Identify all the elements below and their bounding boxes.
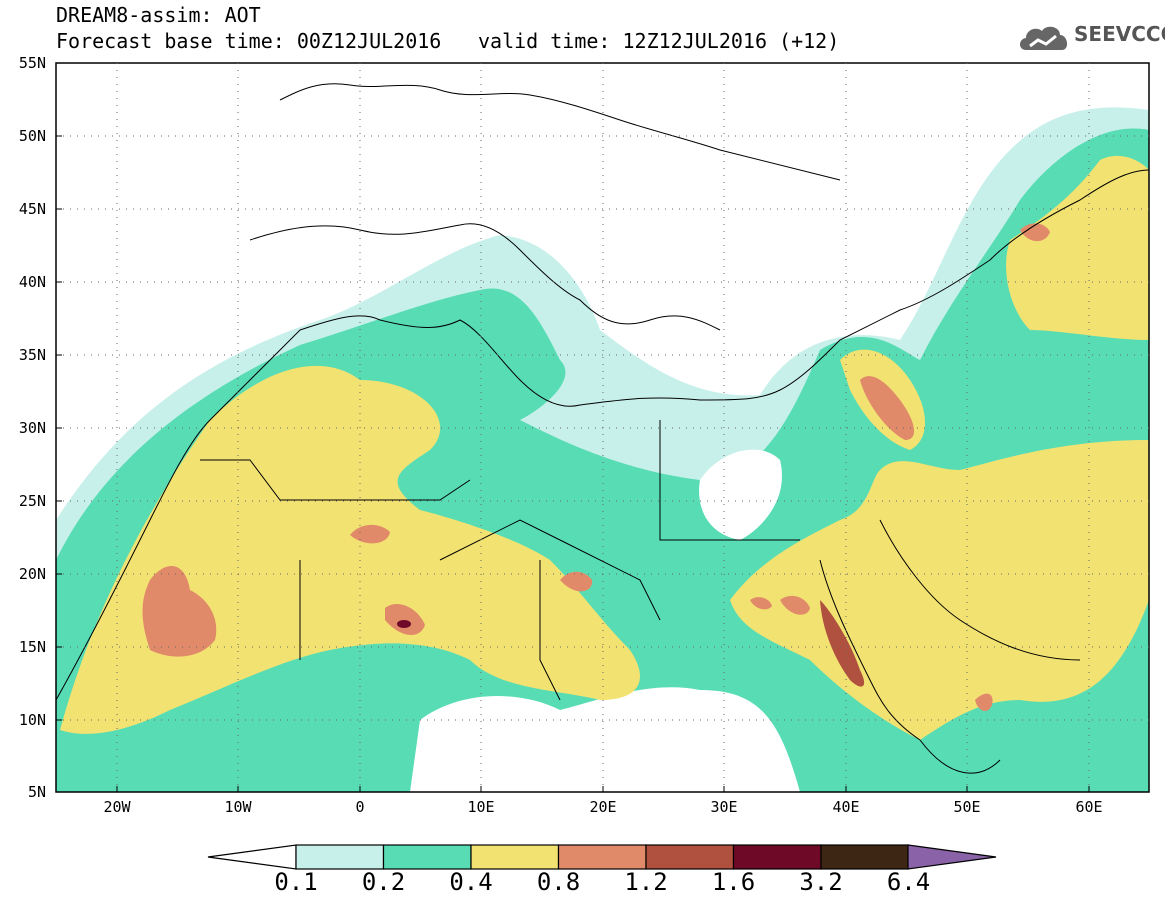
lon-label: 60E bbox=[1075, 798, 1103, 816]
aot-band-0.8 bbox=[1020, 223, 1050, 242]
aot-band-0.8 bbox=[975, 693, 993, 712]
graticule bbox=[56, 63, 1149, 792]
colorbar-label: 0.1 bbox=[274, 868, 318, 896]
lon-label: 20W bbox=[103, 798, 131, 816]
lat-label: 40N bbox=[18, 273, 46, 291]
lat-label: 55N bbox=[18, 54, 46, 72]
aot-band-0.8 bbox=[780, 595, 810, 615]
colorbar-label: 1.2 bbox=[624, 868, 668, 896]
forecast-base-time: Forecast base time: 00Z12JUL2016 bbox=[56, 29, 442, 53]
aot-band-0.8 bbox=[350, 524, 390, 544]
map-title: DREAM8-assim: AOT bbox=[56, 3, 261, 27]
lat-label: 30N bbox=[18, 419, 46, 437]
aot-band-0.8 bbox=[860, 376, 915, 440]
aot-field bbox=[56, 107, 1149, 792]
lat-label: 10N bbox=[18, 711, 46, 729]
aot-band-0.4-east bbox=[730, 440, 1149, 740]
lon-label: 30E bbox=[710, 798, 738, 816]
aot-band-1.6 bbox=[397, 620, 411, 628]
aot-band-0.8 bbox=[560, 571, 593, 592]
colorbar-label: 3.2 bbox=[799, 868, 843, 896]
aot-clear-area bbox=[410, 687, 800, 792]
aot-band-0.8 bbox=[385, 604, 425, 636]
lat-label: 15N bbox=[18, 638, 46, 656]
aot-band-0.4-caspian bbox=[1006, 155, 1149, 340]
lon-label: 10W bbox=[224, 798, 252, 816]
aot-band-1.2 bbox=[820, 600, 865, 687]
colorbar-label: 0.4 bbox=[449, 868, 493, 896]
lon-label: 20E bbox=[589, 798, 617, 816]
aot-band-0.8 bbox=[142, 566, 217, 657]
lon-label: 50E bbox=[953, 798, 981, 816]
colorbar-label: 6.4 bbox=[886, 868, 931, 896]
seevccc-logo: SEEVCCC bbox=[1016, 20, 1165, 60]
colorbar-label: 0.2 bbox=[361, 868, 406, 896]
aot-band-0.8 bbox=[750, 597, 772, 610]
lat-label: 45N bbox=[18, 200, 46, 218]
lat-label: 35N bbox=[18, 346, 46, 364]
colorbar-label: 0.8 bbox=[536, 868, 581, 896]
lat-label: 5N bbox=[27, 783, 46, 801]
valid-time: valid time: 12Z12JUL2016 (+12) bbox=[478, 29, 840, 53]
country-borders bbox=[56, 83, 1149, 774]
lon-label: 10E bbox=[467, 798, 495, 816]
logo-text: SEEVCCC bbox=[1074, 22, 1165, 46]
colorbar-label: 1.6 bbox=[711, 868, 756, 896]
lon-label: 40E bbox=[832, 798, 860, 816]
aot-clear-area-east bbox=[699, 449, 782, 540]
lon-label: 0 bbox=[355, 798, 365, 816]
lat-label: 20N bbox=[18, 565, 46, 583]
lat-label: 25N bbox=[18, 492, 46, 510]
axis-ticks bbox=[56, 62, 1090, 793]
cloud-icon bbox=[1020, 26, 1068, 50]
lat-label: 50N bbox=[18, 127, 46, 145]
